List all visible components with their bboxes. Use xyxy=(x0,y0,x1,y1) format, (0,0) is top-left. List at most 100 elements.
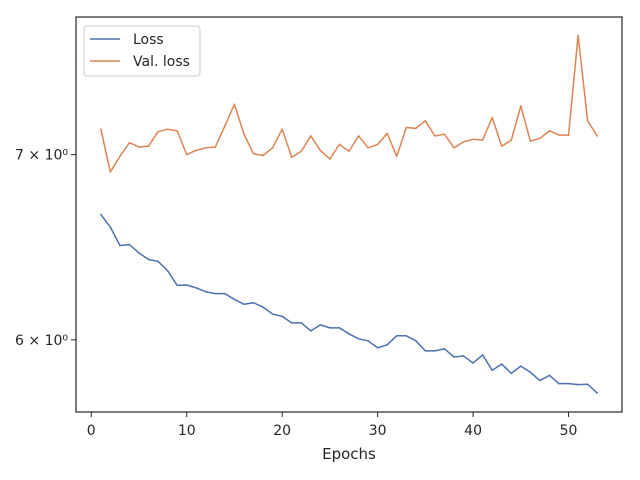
data-point-loss xyxy=(443,348,446,350)
data-point-val-loss xyxy=(166,128,169,130)
data-point-loss xyxy=(348,333,350,335)
data-point-loss xyxy=(262,306,264,309)
data-point-val-loss xyxy=(548,130,551,132)
data-point-loss xyxy=(300,322,303,324)
y-tick-label: 7 × 10⁰ xyxy=(15,148,68,164)
series-layer xyxy=(100,34,598,394)
data-point-val-loss xyxy=(109,171,112,173)
data-point-loss xyxy=(147,258,150,261)
data-point-val-loss xyxy=(376,143,379,146)
y-tick-label: 6 × 10⁰ xyxy=(15,333,68,349)
data-point-val-loss xyxy=(310,135,312,137)
data-point-loss xyxy=(567,382,570,385)
data-point-val-loss xyxy=(214,146,217,148)
data-point-loss xyxy=(243,303,245,306)
data-point-val-loss xyxy=(453,147,455,149)
x-axis: 0 10 20 30 40 50 xyxy=(87,412,578,439)
data-point-val-loss xyxy=(558,134,560,136)
data-point-val-loss xyxy=(338,143,341,146)
data-point-loss xyxy=(577,383,579,386)
data-point-val-loss xyxy=(520,105,522,107)
data-point-val-loss xyxy=(138,146,140,148)
data-point-loss xyxy=(596,392,598,394)
data-point-val-loss xyxy=(271,147,274,149)
data-point-loss xyxy=(290,322,293,324)
data-point-loss xyxy=(558,382,560,385)
data-point-loss xyxy=(529,371,532,374)
data-point-val-loss xyxy=(252,153,255,155)
data-point-val-loss xyxy=(290,156,293,159)
data-point-val-loss xyxy=(233,103,236,106)
data-point-loss xyxy=(214,292,217,295)
data-point-val-loss xyxy=(300,150,303,153)
data-point-val-loss xyxy=(357,135,360,137)
data-point-val-loss xyxy=(224,125,226,127)
x-tick-label: 20 xyxy=(273,423,291,439)
data-point-loss xyxy=(405,335,408,337)
data-point-val-loss xyxy=(243,133,245,136)
data-point-val-loss xyxy=(119,155,121,158)
data-point-loss xyxy=(481,354,484,356)
data-point-loss xyxy=(462,355,465,357)
data-point-loss xyxy=(100,213,102,216)
data-point-loss xyxy=(415,340,417,342)
data-point-loss xyxy=(367,340,369,342)
data-point-loss xyxy=(357,338,360,340)
x-tick-label: 30 xyxy=(369,423,387,439)
data-point-loss xyxy=(500,363,503,365)
data-point-loss xyxy=(271,313,274,315)
legend-label: Val. loss xyxy=(133,54,190,70)
data-point-loss xyxy=(453,356,455,358)
data-point-val-loss xyxy=(319,149,322,152)
x-tick-label: 40 xyxy=(464,423,482,439)
data-point-val-loss xyxy=(596,135,598,137)
data-point-val-loss xyxy=(395,155,398,158)
data-point-val-loss xyxy=(586,120,589,122)
data-point-loss xyxy=(109,226,112,228)
data-point-loss xyxy=(510,372,513,375)
data-point-val-loss xyxy=(185,153,188,156)
data-point-loss xyxy=(329,327,331,329)
data-point-val-loss xyxy=(567,134,570,136)
data-point-loss xyxy=(548,374,551,377)
legend: Loss Val. loss xyxy=(83,25,201,77)
data-point-loss xyxy=(252,301,255,304)
data-point-val-loss xyxy=(443,133,446,136)
data-point-val-loss xyxy=(348,150,350,153)
data-point-loss xyxy=(157,260,159,263)
data-point-val-loss xyxy=(481,139,484,141)
data-point-val-loss xyxy=(434,135,436,137)
data-point-val-loss xyxy=(157,130,159,133)
data-point-val-loss xyxy=(367,147,369,149)
data-point-loss xyxy=(195,287,198,289)
data-point-val-loss xyxy=(539,137,541,140)
data-point-loss xyxy=(176,284,178,287)
data-point-val-loss xyxy=(329,158,331,160)
y-axis: 6 × 10⁰ 7 × 10⁰ xyxy=(15,148,76,349)
data-point-loss xyxy=(491,369,493,372)
data-point-val-loss xyxy=(405,126,408,129)
data-point-loss xyxy=(119,244,121,247)
data-point-loss xyxy=(472,362,474,364)
data-point-loss xyxy=(205,290,207,293)
data-point-loss xyxy=(319,324,322,326)
data-point-val-loss xyxy=(415,127,417,130)
data-point-val-loss xyxy=(205,147,207,149)
data-point-loss xyxy=(310,330,312,332)
data-point-loss xyxy=(233,298,236,301)
data-point-loss xyxy=(224,292,226,295)
data-point-val-loss xyxy=(281,128,283,130)
data-point-val-loss xyxy=(176,130,178,132)
x-tick-label: 50 xyxy=(560,423,578,439)
data-point-loss xyxy=(338,327,341,329)
data-point-val-loss xyxy=(262,154,264,157)
data-point-val-loss xyxy=(500,145,503,147)
data-point-val-loss xyxy=(472,138,474,141)
data-point-loss xyxy=(166,269,169,272)
data-point-loss xyxy=(424,350,427,352)
data-point-loss xyxy=(138,252,140,254)
data-point-val-loss xyxy=(462,141,465,143)
data-point-val-loss xyxy=(577,34,579,37)
axes-frame xyxy=(75,16,623,413)
